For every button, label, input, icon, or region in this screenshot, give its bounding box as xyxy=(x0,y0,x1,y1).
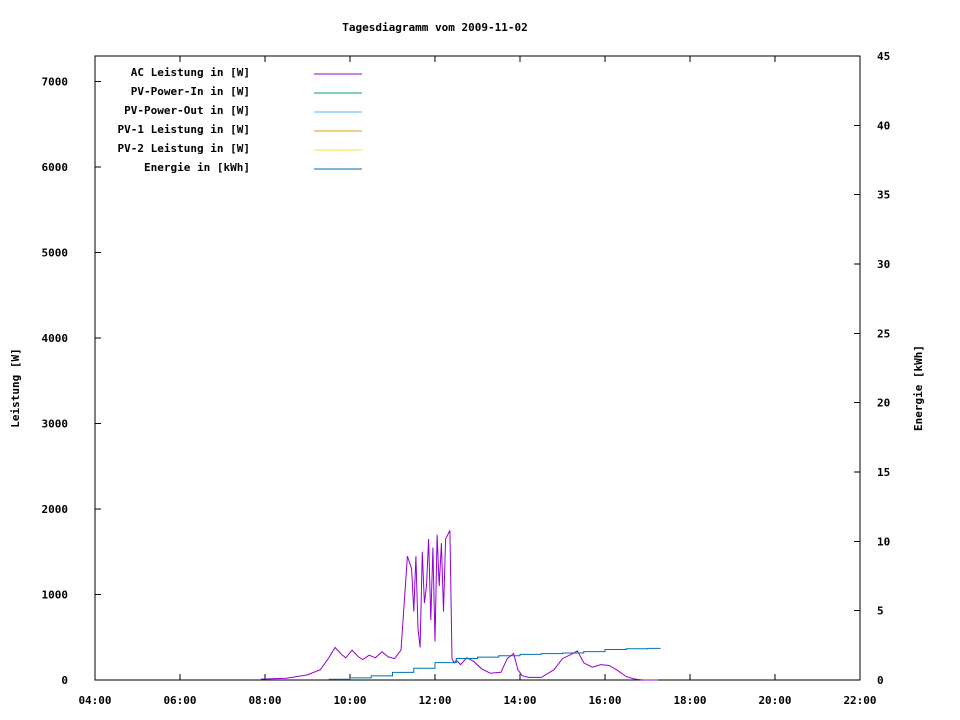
legend-label: PV-2 Leistung in [W] xyxy=(118,142,250,155)
y2-tick-label: 30 xyxy=(877,258,890,271)
y-tick-label: 7000 xyxy=(42,76,69,89)
x-tick-label: 10:00 xyxy=(333,694,366,707)
legend: AC Leistung in [W] PV-Power-In in [W] PV-P… xyxy=(118,66,362,174)
y2-tick-label: 25 xyxy=(877,327,890,340)
y2-tick-label: 45 xyxy=(877,50,890,63)
chart-title: Tagesdiagramm vom 2009-11-02 xyxy=(342,21,527,34)
legend-label: PV-Power-Out in [W] xyxy=(124,104,250,117)
x-tick-label: 14:00 xyxy=(503,694,536,707)
y-tick-label: 2000 xyxy=(42,503,69,516)
y-tick-label: 1000 xyxy=(42,589,69,602)
y2-axis-label: Energie [kWh] xyxy=(912,345,925,431)
y2-tick-label: 40 xyxy=(877,119,890,132)
y2-tick-label: 15 xyxy=(877,466,890,479)
y2-tick-label: 35 xyxy=(877,189,890,202)
y-tick-label: 0 xyxy=(61,674,68,687)
axis-ticks: 04:00 06:00 08:00 10:00 12:00 14:00 16:00 18:00… xyxy=(42,50,891,707)
x-tick-label: 06:00 xyxy=(163,694,196,707)
y2-tick-label: 20 xyxy=(877,397,890,410)
legend-label: AC Leistung in [W] xyxy=(131,66,250,79)
y2-tick-label: 5 xyxy=(877,605,884,618)
plot-area xyxy=(94,55,861,681)
legend-label: PV-Power-In in [W] xyxy=(131,85,250,98)
y2-tick-label: 10 xyxy=(877,535,890,548)
x-tick-label: 08:00 xyxy=(248,694,281,707)
y-tick-label: 4000 xyxy=(42,332,69,345)
series-lines xyxy=(260,530,661,681)
y-tick-label: 3000 xyxy=(42,418,69,431)
x-tick-label: 12:00 xyxy=(418,694,451,707)
legend-label: PV-1 Leistung in [W] xyxy=(118,123,250,136)
x-tick-label: 18:00 xyxy=(673,694,706,707)
y-axis-label: Leistung [W] xyxy=(9,348,22,427)
x-tick-label: 22:00 xyxy=(843,694,876,707)
x-tick-label: 16:00 xyxy=(588,694,621,707)
y-tick-label: 6000 xyxy=(42,161,69,174)
series-line xyxy=(328,647,661,680)
legend-label: Energie in [kWh] xyxy=(144,161,250,174)
x-tick-label: 04:00 xyxy=(78,694,111,707)
series-line xyxy=(260,530,659,681)
x-tick-label: 20:00 xyxy=(758,694,791,707)
y2-tick-label: 0 xyxy=(877,674,884,687)
y-tick-label: 5000 xyxy=(42,247,69,260)
